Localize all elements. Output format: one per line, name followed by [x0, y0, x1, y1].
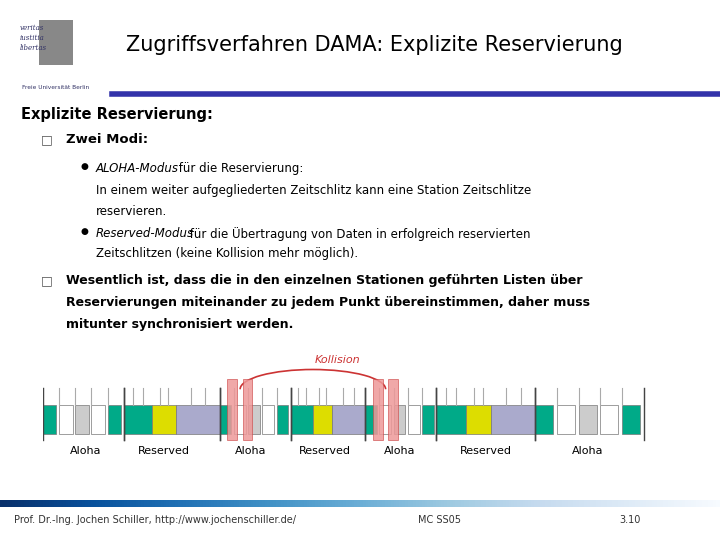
Bar: [373, 379, 382, 440]
Bar: [313, 405, 332, 434]
Bar: [248, 405, 260, 434]
Text: Zugriffsverfahren DAMA: Explizite Reservierung: Zugriffsverfahren DAMA: Explizite Reserv…: [126, 35, 623, 55]
Text: ●: ●: [80, 163, 88, 172]
Text: Aloha: Aloha: [384, 447, 415, 456]
Bar: [422, 405, 434, 434]
Text: Reservierungen miteinander zu jedem Punkt übereinstimmen, daher muss: Reservierungen miteinander zu jedem Punk…: [66, 296, 590, 309]
Bar: [76, 405, 89, 434]
Bar: [153, 405, 176, 434]
Text: Zeitschlitzen (keine Kollision mehr möglich).: Zeitschlitzen (keine Kollision mehr mögl…: [96, 247, 358, 260]
Bar: [107, 405, 121, 434]
Bar: [466, 405, 491, 434]
Text: Zwei Modi:: Zwei Modi:: [66, 133, 148, 146]
Bar: [220, 405, 231, 434]
Text: Reserved: Reserved: [299, 447, 351, 456]
Bar: [243, 379, 253, 440]
Text: für die Übertragung von Daten in erfolgreich reservierten: für die Übertragung von Daten in erfolgr…: [186, 227, 531, 241]
Text: MC SS05: MC SS05: [418, 515, 461, 525]
Bar: [557, 405, 575, 434]
Text: Aloha: Aloha: [235, 447, 266, 456]
Text: Explizite Reservierung:: Explizite Reservierung:: [22, 107, 213, 122]
Bar: [234, 405, 246, 434]
Bar: [59, 405, 73, 434]
Bar: [436, 405, 466, 434]
Text: Reserved: Reserved: [138, 447, 190, 456]
Text: ●: ●: [80, 227, 88, 236]
Bar: [394, 405, 405, 434]
Text: In einem weiter aufgegliederten Zeitschlitz kann eine Station Zeitschlitze: In einem weiter aufgegliederten Zeitschl…: [96, 184, 531, 197]
Bar: [39, 20, 73, 65]
Text: Aloha: Aloha: [572, 447, 604, 456]
Bar: [227, 379, 237, 440]
Text: Prof. Dr.-Ing. Jochen Schiller, http://www.jochenschiller.de/: Prof. Dr.-Ing. Jochen Schiller, http://w…: [14, 515, 297, 525]
Bar: [579, 405, 597, 434]
Bar: [176, 405, 220, 434]
Bar: [388, 379, 398, 440]
Text: Freie Universität Berlin: Freie Universität Berlin: [22, 85, 89, 90]
Bar: [622, 405, 640, 434]
Bar: [408, 405, 420, 434]
Bar: [262, 405, 274, 434]
Bar: [291, 405, 313, 434]
Text: Kollision: Kollision: [315, 355, 361, 366]
Text: Reserved-Modus: Reserved-Modus: [96, 227, 194, 240]
Bar: [124, 405, 153, 434]
Text: Aloha: Aloha: [70, 447, 101, 456]
Bar: [491, 405, 536, 434]
Text: für die Reservierung:: für die Reservierung:: [176, 163, 304, 176]
Text: mitunter synchronisiert werden.: mitunter synchronisiert werden.: [66, 318, 294, 331]
Text: reservieren.: reservieren.: [96, 205, 167, 218]
Bar: [43, 405, 56, 434]
Text: veritas
iustitia
libertas: veritas iustitia libertas: [20, 24, 48, 52]
Text: Reserved: Reserved: [460, 447, 512, 456]
Bar: [365, 405, 377, 434]
Bar: [276, 405, 288, 434]
Text: ALOHA-Modus: ALOHA-Modus: [96, 163, 179, 176]
Bar: [91, 405, 104, 434]
Text: □: □: [40, 133, 53, 146]
Bar: [332, 405, 365, 434]
Text: 3.10: 3.10: [619, 515, 641, 525]
Text: □: □: [40, 274, 53, 287]
Text: Wesentlich ist, dass die in den einzelnen Stationen geführten Listen über: Wesentlich ist, dass die in den einzelne…: [66, 274, 582, 287]
Bar: [536, 405, 553, 434]
Bar: [379, 405, 391, 434]
Bar: [600, 405, 618, 434]
